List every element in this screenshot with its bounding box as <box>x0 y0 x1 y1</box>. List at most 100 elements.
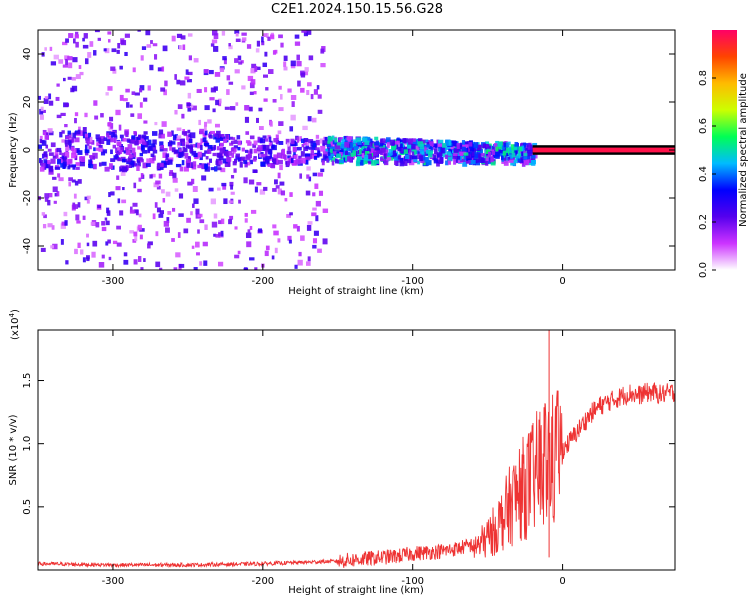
heatmap-cell <box>523 142 527 148</box>
heatmap-cell <box>501 155 504 161</box>
heatmap-cell <box>60 223 66 229</box>
heatmap-cell <box>140 267 144 270</box>
heatmap-cell <box>268 136 272 143</box>
heatmap-cell <box>301 138 305 144</box>
heatmap-cell <box>195 241 200 248</box>
heatmap-cell <box>187 92 192 99</box>
heatmap-cell <box>71 179 76 183</box>
heatmap-cell <box>283 61 287 67</box>
heatmap-cell <box>362 147 368 151</box>
heatmap-cell <box>127 158 132 162</box>
heatmap-cell <box>88 145 92 150</box>
heatmap-cell <box>294 41 301 46</box>
heatmap-cell <box>215 99 219 106</box>
heatmap-cell <box>300 87 305 93</box>
heatmap-cell <box>252 143 257 148</box>
snr-axes: -300 -200 -100 0 0.5 1.0 1.5 <box>22 330 675 587</box>
heatmap-cell <box>383 159 389 166</box>
heatmap-cell <box>423 160 427 166</box>
heatmap-cell <box>516 156 519 161</box>
heatmap-cell <box>185 158 191 163</box>
heatmap-cell <box>60 112 66 117</box>
heatmap-cell <box>71 137 75 143</box>
heatmap-cell <box>263 158 267 162</box>
heatmap-cell <box>155 261 161 268</box>
heatmap-cell <box>490 160 496 166</box>
heatmap-cell <box>241 32 247 36</box>
heatmap-cell <box>404 138 408 143</box>
heatmap-cell <box>129 206 133 213</box>
heatmap-cell <box>376 150 381 155</box>
heatmap-cell <box>374 160 379 164</box>
heatmap-cell <box>67 165 71 170</box>
heatmap-cell <box>306 224 312 231</box>
heatmap-cell <box>208 69 214 75</box>
heatmap-cell <box>64 142 68 147</box>
heatmap-cell <box>245 232 252 239</box>
heatmap-cell <box>529 144 533 150</box>
heatmap-cell <box>503 142 508 148</box>
heatmap-cell <box>229 181 234 187</box>
heatmap-cell <box>75 41 79 48</box>
heatmap-cell <box>311 145 317 151</box>
heatmap-cell <box>399 160 405 167</box>
heatmap-cell <box>121 199 127 204</box>
heatmap-cell <box>299 173 303 179</box>
heatmap-cell <box>361 153 365 158</box>
heatmap-cell <box>217 187 221 191</box>
heatmap-cell <box>93 50 97 56</box>
heatmap-cell <box>139 234 143 240</box>
heatmap-cell <box>213 144 216 150</box>
heatmap-cell <box>187 107 192 112</box>
heatmap-cell <box>446 140 449 146</box>
heatmap-cell <box>110 158 116 162</box>
heatmap-cell <box>222 185 227 190</box>
heatmap-cell <box>187 33 193 37</box>
heatmap-cell <box>105 92 109 96</box>
heatmap-cell <box>244 162 248 168</box>
heatmap-cell <box>523 152 528 157</box>
heatmap-cell <box>413 145 419 151</box>
snr-ytick-label: 0.5 <box>22 499 33 515</box>
heatmap-cell <box>181 160 185 166</box>
heatmap-cell <box>277 188 282 195</box>
heatmap-cell <box>346 141 353 148</box>
snr-xtick-label: -100 <box>401 576 424 587</box>
heatmap-cell <box>218 98 222 104</box>
heatmap-cell <box>259 138 266 144</box>
heatmap-cell <box>229 106 236 111</box>
heatmap-cell <box>105 220 110 226</box>
heatmap-cell <box>372 151 378 157</box>
heatmap-cell <box>74 112 79 117</box>
heatmap-cell <box>250 209 257 214</box>
heatmap-cell <box>62 77 66 82</box>
heatmap-cell <box>134 140 139 146</box>
heatmap-cell <box>418 138 423 144</box>
heatmap-cell <box>218 232 222 237</box>
heatmap-cell <box>171 207 176 212</box>
heatmap-cell <box>353 145 359 151</box>
heatmap-cell <box>327 151 331 156</box>
heatmap-cell <box>107 135 113 141</box>
heatmap-cell <box>452 153 458 160</box>
heatmap-cell <box>305 145 310 149</box>
heatmap-cell <box>223 198 228 205</box>
heatmap-cell <box>171 238 175 242</box>
heatmap-cell <box>235 38 241 43</box>
heatmap-cell <box>39 135 43 140</box>
heatmap-cell <box>118 124 122 131</box>
heatmap-cell <box>131 147 136 154</box>
heatmap-cell <box>95 134 100 139</box>
heatmap-cell <box>394 160 397 166</box>
heatmap-cell <box>203 142 210 147</box>
heatmap-cell <box>411 144 416 150</box>
heatmap-cell <box>61 221 67 226</box>
heatmap-cell <box>158 166 164 170</box>
heatmap-cell <box>141 134 147 139</box>
heatmap-cell <box>380 138 383 144</box>
heatmap-cell <box>185 69 189 75</box>
snr-multiplier-base: (x10 <box>10 317 21 340</box>
heatmap-cell <box>275 134 279 139</box>
heatmap-cell <box>212 152 217 157</box>
heatmap-cell <box>114 135 118 139</box>
